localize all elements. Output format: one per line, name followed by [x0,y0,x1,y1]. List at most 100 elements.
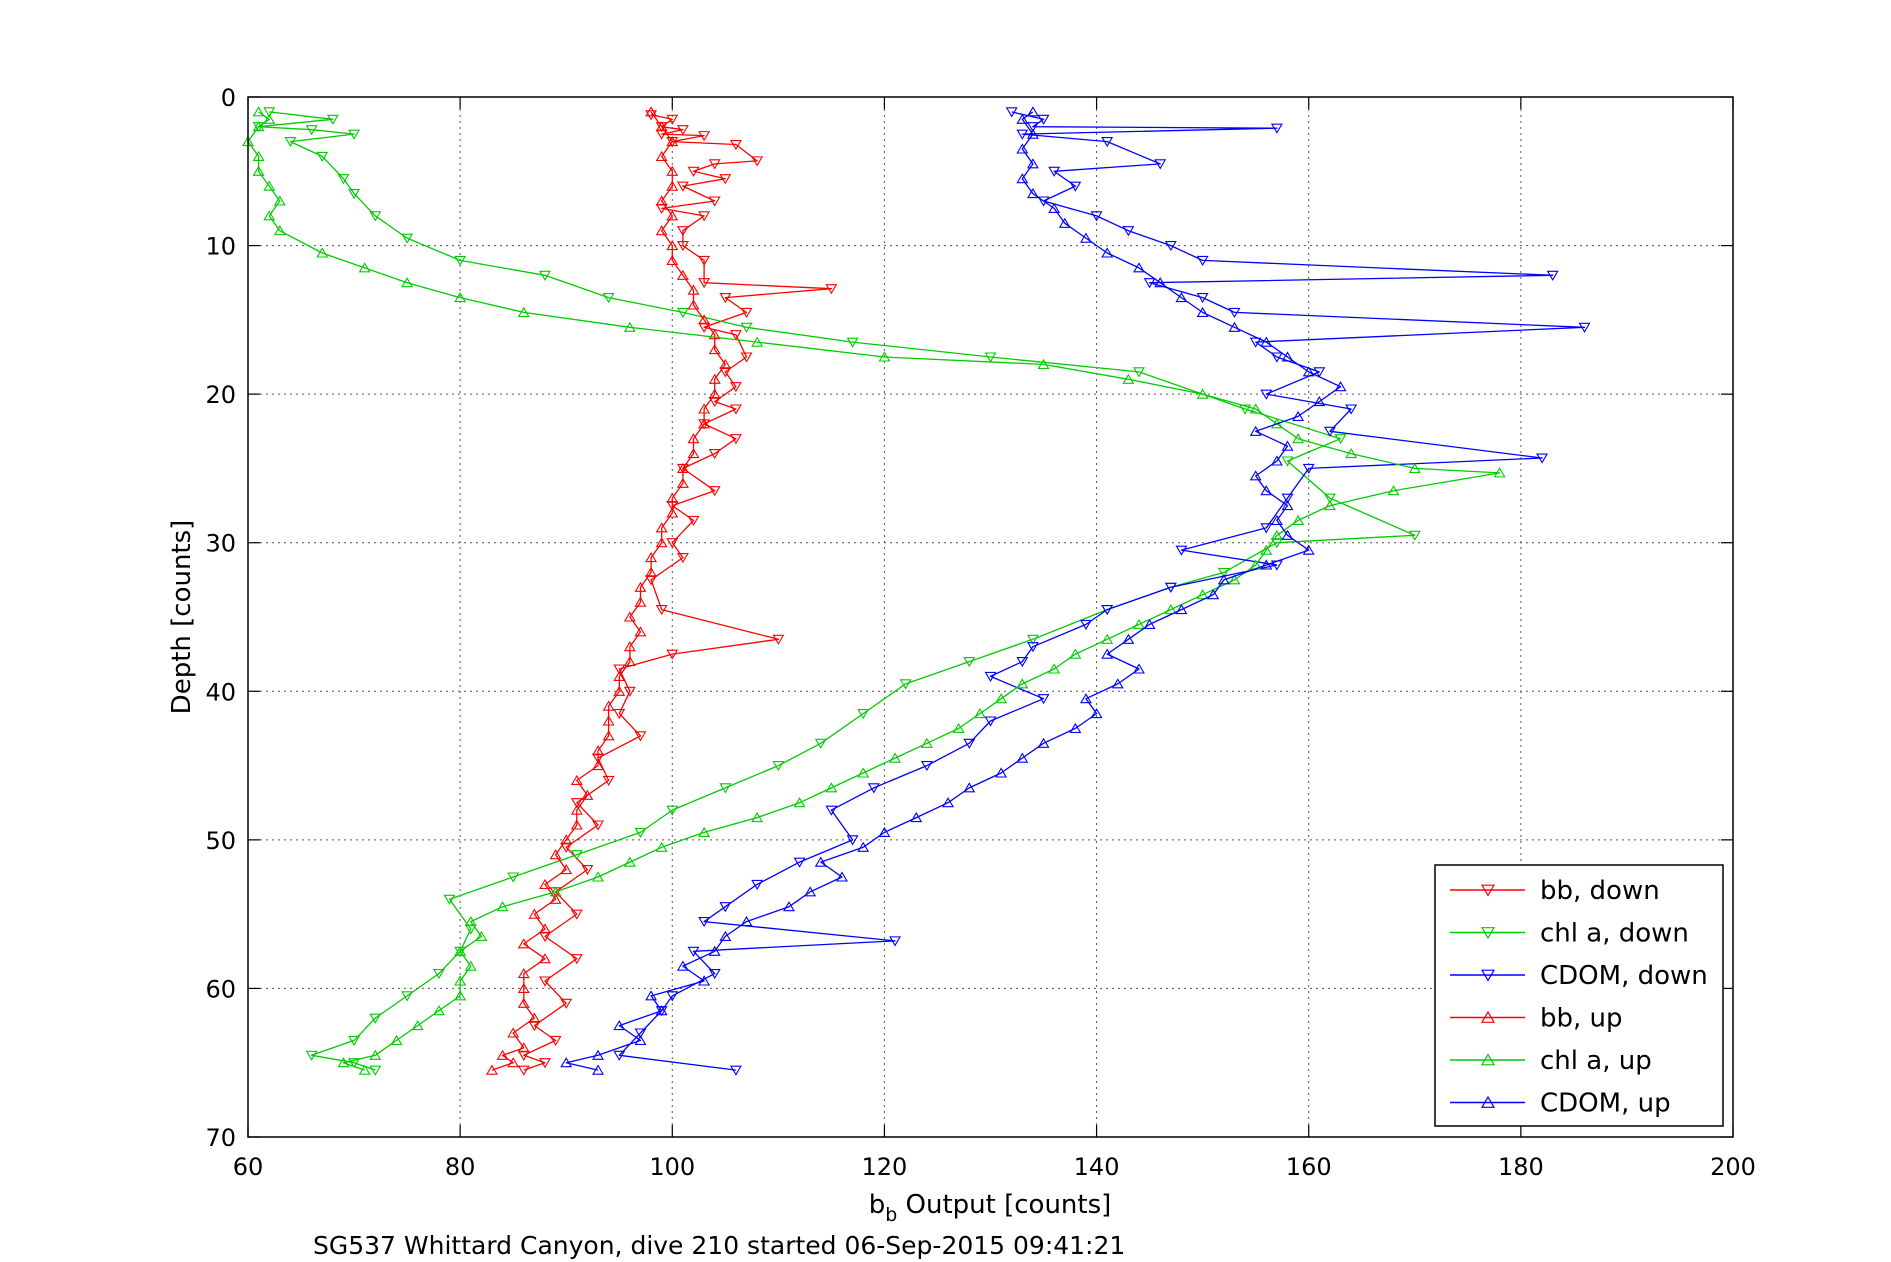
data-point [719,367,732,378]
data-point [1217,574,1230,585]
data-point [528,908,541,919]
data-point [634,1028,647,1039]
data-point [814,856,827,867]
data-point [719,902,732,913]
data-point [783,901,795,912]
data-point [708,159,721,170]
series-5 [560,106,1347,1075]
data-point [496,1049,509,1060]
series-3 [486,106,732,1075]
data-point [857,767,870,778]
x-axis-label-sub: b [885,1204,897,1226]
data-point [698,278,711,289]
data-point [1164,603,1177,615]
data-point [401,233,414,244]
data-point [539,270,551,281]
data-point [517,1065,530,1076]
data-point [1334,434,1347,445]
data-point [528,1012,541,1023]
data-point [645,990,658,1001]
x-tick-label: 180 [1498,1153,1544,1181]
data-point [1048,166,1061,177]
data-point [517,967,530,979]
data-point [1069,181,1082,192]
data-point [390,1034,403,1045]
data-point [1154,159,1167,170]
data-point [517,306,530,317]
data-point [751,336,764,347]
data-point [634,827,647,839]
data-point [655,522,668,533]
data-point [1408,530,1421,541]
data-point [1260,559,1273,570]
data-point [1270,455,1283,466]
data-point [1228,307,1241,319]
data-point [464,960,477,971]
data-point [634,1034,647,1045]
data-point [613,1019,626,1031]
data-point [676,462,689,473]
data-point [687,515,700,527]
data-point [369,211,382,222]
data-point [655,150,668,161]
data-point [804,886,817,897]
data-point [1164,241,1177,252]
data-point [1228,321,1241,332]
data-point [369,1065,382,1076]
data-point [273,195,286,206]
data-point [539,1058,551,1069]
data-point [1408,462,1421,473]
data-point [676,181,689,192]
data-point [719,174,732,185]
legend-label: chl a, down [1540,919,1689,949]
data-point [1154,277,1167,288]
data-point [623,686,636,697]
data-point [1016,129,1029,140]
data-point [475,930,488,941]
data-point [698,917,711,928]
legend-entry: chl a, up [1450,1046,1652,1076]
data-point [867,783,880,794]
legend-label: bb, down [1540,876,1660,906]
data-point [549,849,562,860]
data-point [1345,404,1358,415]
data-point [708,329,721,340]
data-point [1101,605,1114,616]
data-point [401,991,414,1002]
data-point [878,826,891,837]
data-point [698,403,711,414]
data-point [687,946,700,957]
data-point [1037,694,1050,705]
data-point [560,1057,573,1068]
data-point [1228,574,1241,585]
data-point [592,745,604,756]
data-point [963,657,976,668]
data-point [676,269,689,280]
legend-label: CDOM, down [1540,961,1708,991]
data-point [1196,293,1209,304]
data-point [1546,270,1559,281]
data-point [698,418,711,429]
data-point [1270,538,1283,549]
data-point [570,804,583,815]
data-point [729,434,742,445]
data-point [666,114,679,125]
data-point [570,798,583,809]
data-point [708,969,721,980]
data-point [602,715,615,726]
data-point [655,203,668,215]
data-point [1313,395,1326,407]
data-point [613,709,626,720]
data-point [1026,158,1039,169]
legend-label: chl a, up [1540,1046,1652,1076]
data-point [698,826,711,837]
data-point [846,835,859,846]
legend-marker [1480,969,1496,982]
data-point [348,1058,361,1069]
data-point [666,991,679,1002]
legend-entry: chl a, down [1450,919,1689,949]
data-point [857,709,870,720]
data-point [623,856,636,867]
data-point [592,1064,604,1075]
